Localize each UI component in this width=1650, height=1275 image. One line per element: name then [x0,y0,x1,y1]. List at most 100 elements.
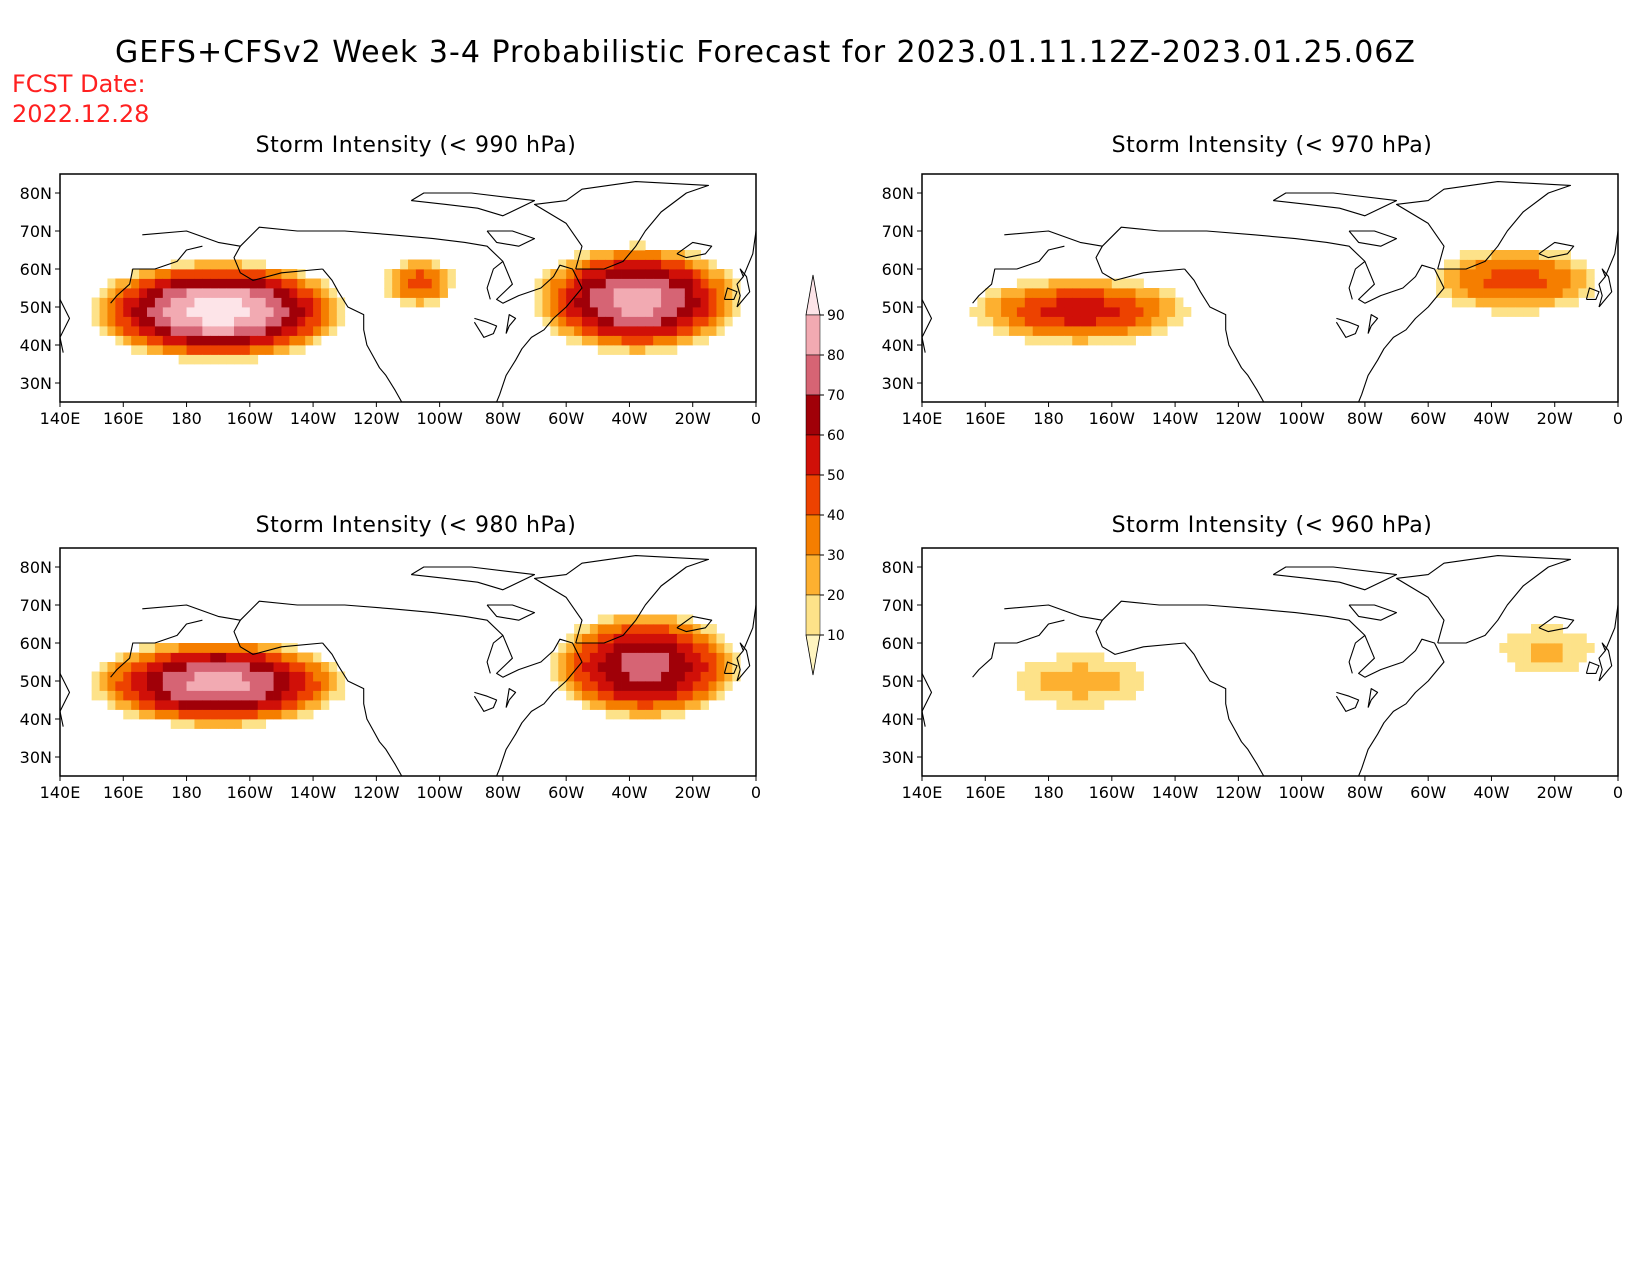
coastline [742,604,756,651]
field-cell [218,662,227,672]
field-cell [550,652,559,663]
field-cell [1080,662,1089,672]
field-cell [1436,278,1445,289]
field-cell [123,709,132,720]
field-cell [692,690,702,701]
field-cell [1143,326,1152,336]
field-cell [178,662,187,672]
field-cell [621,278,630,289]
field-cell [1151,297,1160,308]
field-cell [305,278,314,289]
lon-tick-label: 140W [290,409,337,428]
field-cell [170,690,180,701]
field-cell [154,278,164,289]
field-cell [1096,671,1105,682]
field-cell [234,326,243,336]
field-cell [297,288,306,298]
field-cell [629,700,638,710]
field-cell [700,297,709,308]
field-cell [99,288,108,298]
field-cell [265,288,274,298]
lon-tick-label: 120W [353,783,400,802]
field-cell [210,662,219,672]
field-cell [1072,316,1081,327]
field-cell [1072,297,1081,308]
field-cell [1024,307,1034,317]
field-cell [1499,288,1508,298]
field-cell [645,297,654,308]
field-cell [700,643,709,653]
field-cell [186,709,195,720]
field-cell [194,354,203,365]
field-cell [700,671,709,682]
field-cell [558,652,567,663]
field-cell [605,643,615,653]
field-cell [273,690,282,701]
field-cell [1064,288,1073,298]
field-cell [218,259,227,270]
field-cell [1570,662,1579,672]
fcst-date-value: 2022.12.28 [12,100,149,128]
field-cell [1001,316,1010,327]
field-cell [534,288,543,298]
field-cell [645,307,654,317]
field-cell [1072,326,1081,336]
field-cell [534,307,543,317]
field-cell [210,671,219,682]
field-cell [629,250,638,260]
coastline [1395,555,1572,644]
coastline [322,642,403,776]
field-cell [107,307,116,317]
field-cell [226,326,235,336]
map-panel-3: Storm Intensity (< 980 hPa)140E 160E 180 16… [20,513,761,802]
field-cell [186,652,195,663]
field-cell [574,297,583,308]
field-cell [684,250,694,260]
field-cell [1096,307,1105,317]
field-cell [234,269,243,279]
field-cell [716,316,725,327]
field-cell [1040,671,1049,682]
coastline [60,299,71,353]
field-cell [653,269,662,279]
field-cell [716,643,725,653]
field-cell [574,269,583,279]
field-cell [131,269,140,279]
field-cell [147,269,156,279]
field-cell [1135,326,1144,336]
field-cell [115,652,124,663]
field-cell [1570,269,1579,279]
field-cell [289,345,298,355]
field-cell [234,316,243,327]
field-cell [178,269,187,279]
field-cell [408,259,417,270]
field-cell [234,335,243,346]
colorbar-segment [805,634,821,676]
field-cell [194,709,203,720]
field-cell [661,278,670,289]
field-cell [684,690,694,701]
field-cell [289,681,298,691]
field-cell [170,345,180,355]
field-cell [226,335,235,346]
field-cell [313,662,322,672]
field-cell [194,719,203,729]
field-cell [724,288,733,298]
field-cell [700,633,709,644]
field-cell [684,288,694,298]
field-cell [692,278,702,289]
field-cell [154,709,164,720]
field-cell [241,719,251,729]
field-cell [313,681,322,691]
coastline [972,619,1065,678]
panel-title: Storm Intensity (< 990 hPa) [256,133,577,158]
field-cell [139,307,148,317]
lat-tick-label: 50N [882,298,914,317]
field-cell [589,326,599,336]
field-cell [700,307,709,317]
field-cell [1159,288,1168,298]
field-cell [1159,297,1168,308]
colorbar-segment [805,314,821,356]
field-cell [993,297,1002,308]
field-cell [257,652,267,663]
